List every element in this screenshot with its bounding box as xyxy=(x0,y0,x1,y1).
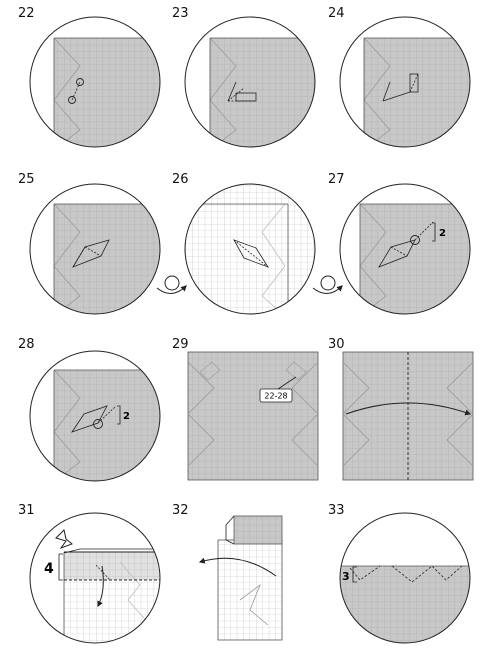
measure-mark: 2 xyxy=(432,222,446,242)
step-32-model xyxy=(198,515,283,641)
fold-arrow-icon xyxy=(198,557,277,577)
step-number: 33 xyxy=(328,503,345,518)
step-31-circle xyxy=(29,512,161,644)
step-29-square: 22-28 xyxy=(187,351,319,481)
step-number: 25 xyxy=(18,172,35,187)
measure-mark: 3 xyxy=(342,566,357,583)
step-number: 26 xyxy=(172,172,189,187)
measure-label: 4 xyxy=(44,561,54,577)
turn-over-icon xyxy=(312,275,343,294)
measure-label: 3 xyxy=(342,570,350,583)
step-number: 23 xyxy=(172,6,189,21)
step-30-square xyxy=(342,351,474,481)
step-number: 29 xyxy=(172,337,189,352)
step-number: 32 xyxy=(172,503,189,518)
step-23-circle xyxy=(184,16,316,148)
fold-arrow-icon xyxy=(97,565,104,608)
measure-label: 2 xyxy=(439,228,446,239)
step-26-circle xyxy=(184,183,316,315)
step-25-circle xyxy=(29,183,161,315)
measure-mark: 2 xyxy=(117,405,130,425)
step-28-circle xyxy=(29,350,161,482)
step-24-circle xyxy=(339,16,471,148)
step-33-circle xyxy=(339,512,471,644)
step-number: 28 xyxy=(18,337,35,352)
reference-label: 22-28 xyxy=(264,392,287,401)
measure-mark: 4 xyxy=(44,553,63,581)
step-number: 22 xyxy=(18,6,35,21)
measure-label: 2 xyxy=(123,411,130,422)
step-number: 31 xyxy=(18,503,35,518)
step-number: 30 xyxy=(328,337,345,352)
step-number: 27 xyxy=(328,172,345,187)
step-22-circle xyxy=(29,16,161,148)
step-27-circle xyxy=(339,183,471,315)
fold-arrow-icon xyxy=(345,402,472,416)
step-number: 24 xyxy=(328,6,345,21)
turn-over-icon xyxy=(156,275,187,294)
push-arrow-icon xyxy=(55,529,73,550)
